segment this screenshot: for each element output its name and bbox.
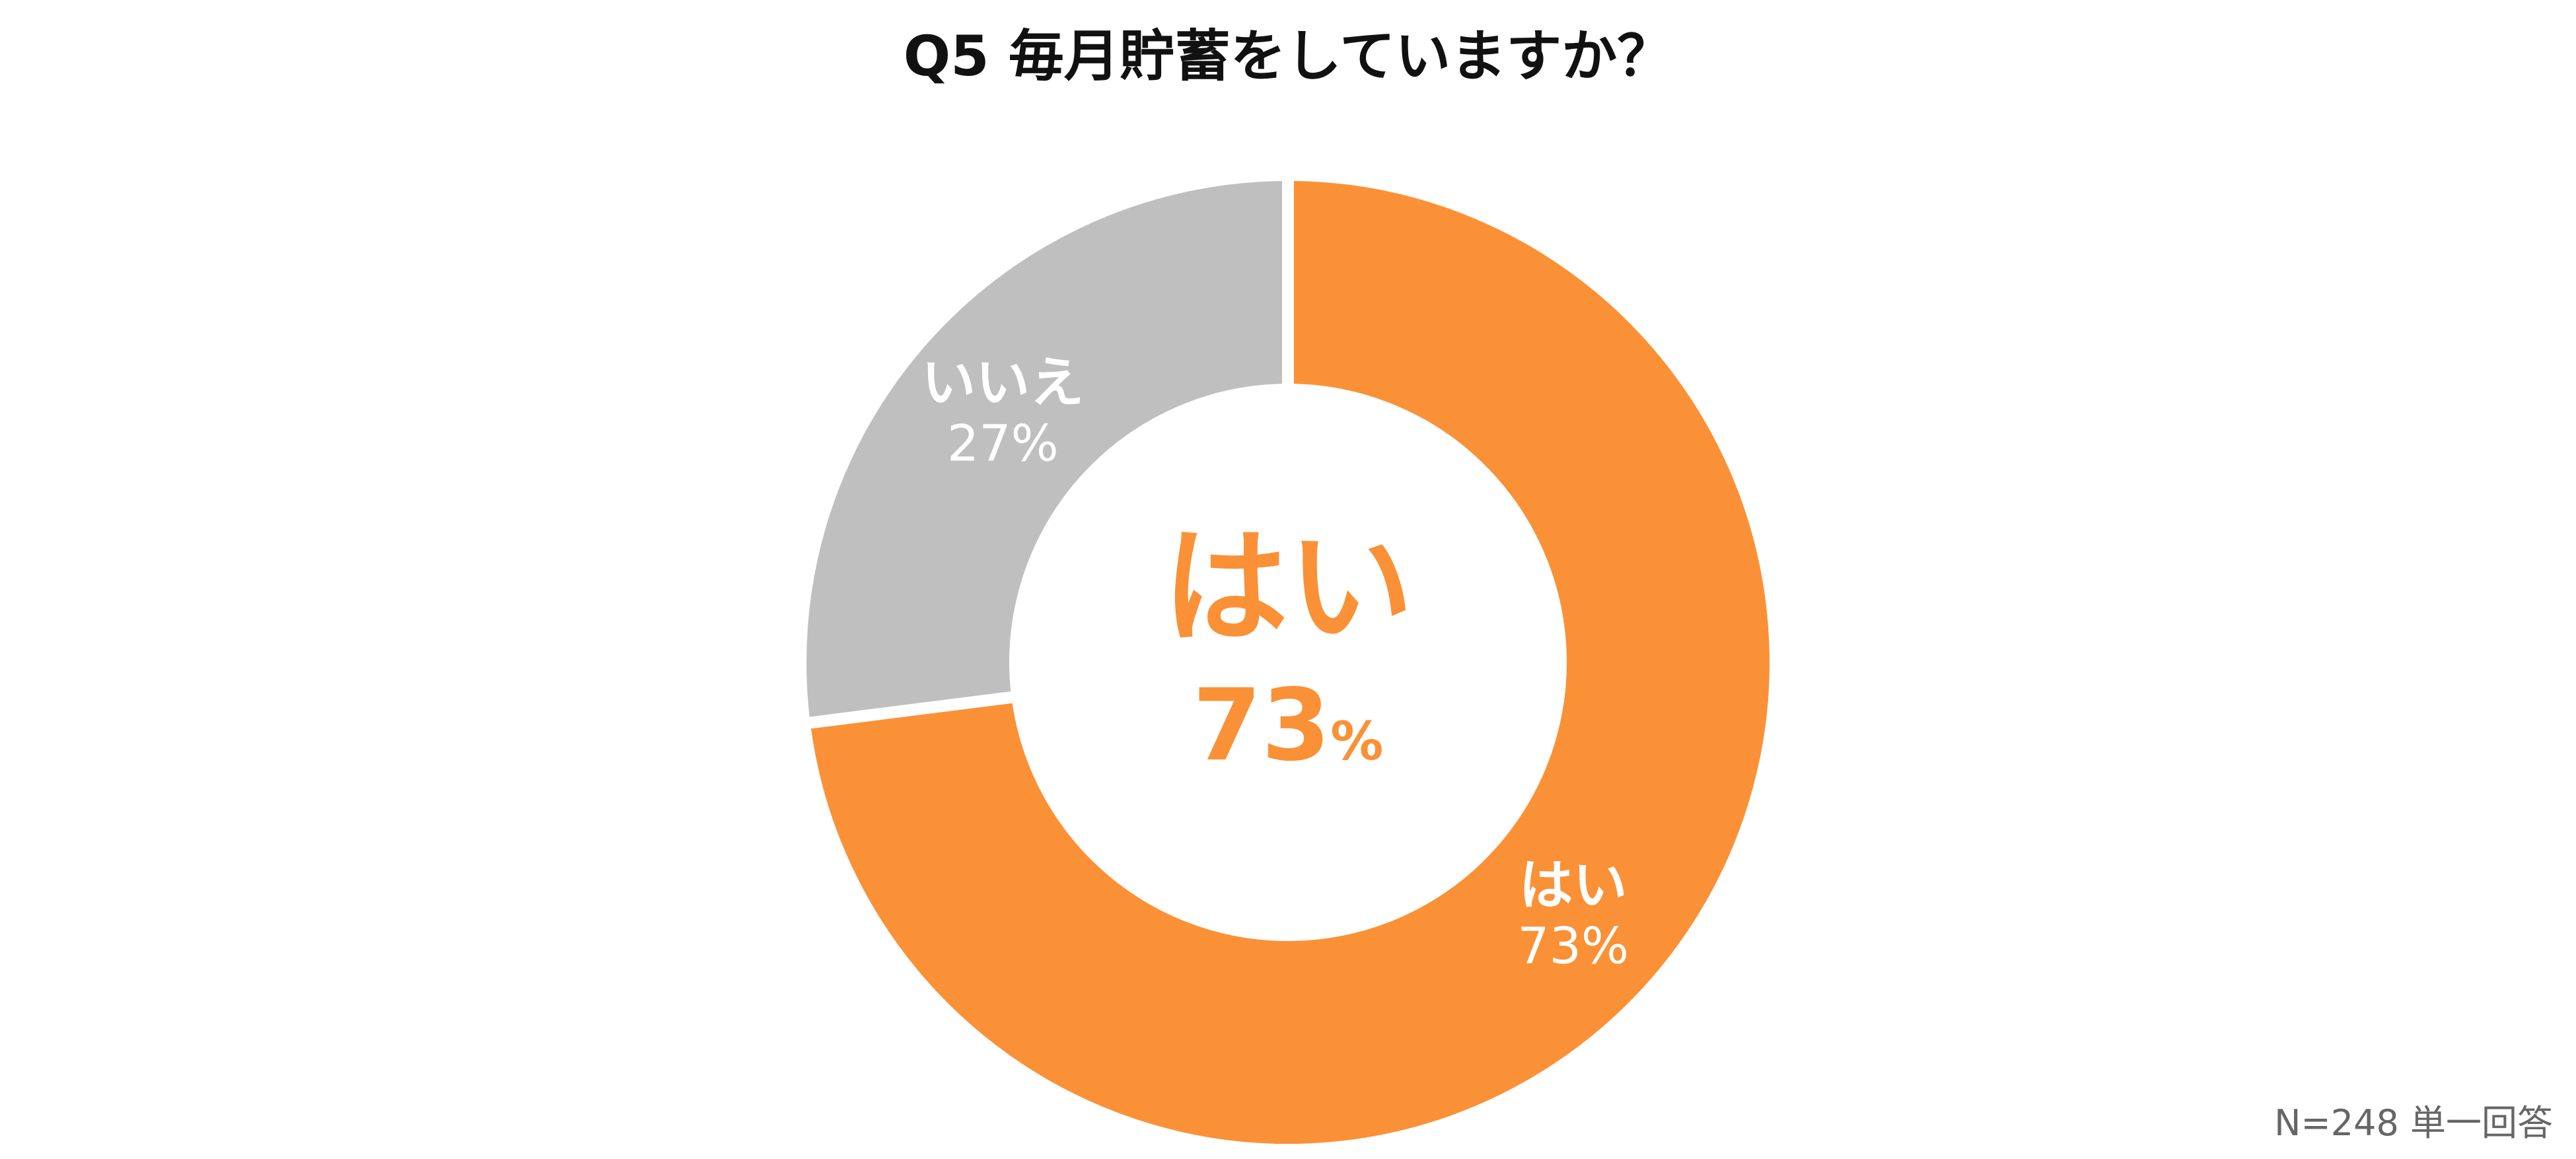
donut-slices	[795, 168, 1781, 1156]
center-value-unit: %	[1330, 711, 1383, 772]
center-value-number: 73	[1193, 668, 1331, 783]
slice-label-yes: はい	[1519, 855, 1628, 917]
sample-size-note: N=248 単一回答	[2274, 1102, 2553, 1144]
slice-yes	[797, 168, 1781, 1156]
center-category-label: はい	[1163, 514, 1413, 660]
chart-title: Q5 毎月貯蓄をしていますか？	[903, 24, 1673, 88]
slice-label-no: いいえ	[921, 351, 1084, 414]
slice-value-no: 27%	[947, 413, 1059, 472]
center-value-label: 73%	[1193, 668, 1384, 783]
center-label: はい 73%	[1163, 514, 1413, 783]
slice-value-yes: 73%	[1517, 917, 1629, 975]
slice-no	[795, 168, 1294, 730]
